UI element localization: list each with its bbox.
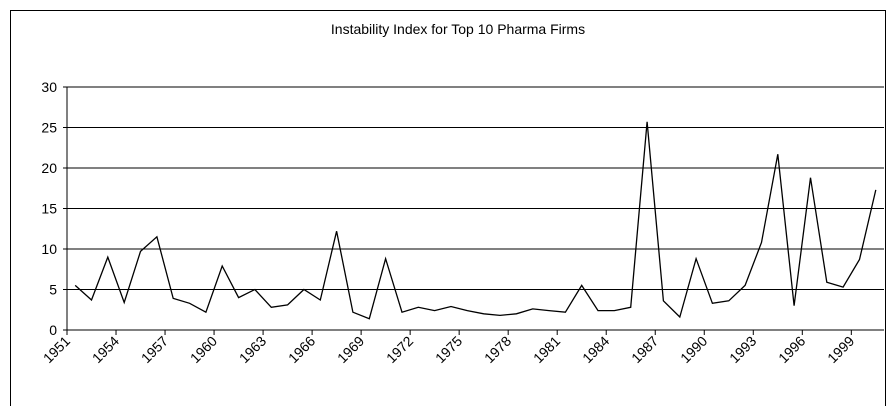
y-tick-label: 15 <box>41 201 57 217</box>
y-tick-label: 30 <box>41 79 57 95</box>
y-tick-label: 10 <box>41 241 57 257</box>
y-tick-label: 0 <box>49 322 57 338</box>
y-tick-label: 5 <box>49 282 57 298</box>
y-tick-label: 20 <box>41 160 57 176</box>
series-line <box>74 121 877 320</box>
chart-title: Instability Index for Top 10 Pharma Firm… <box>331 21 585 37</box>
y-tick-label: 25 <box>41 120 57 136</box>
